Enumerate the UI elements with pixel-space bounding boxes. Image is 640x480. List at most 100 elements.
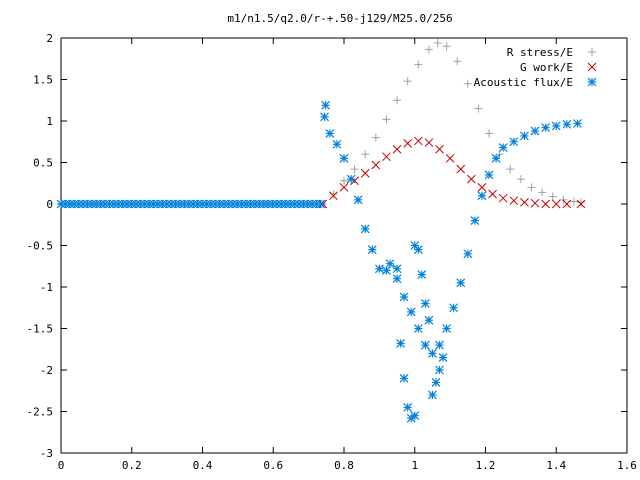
data-point: [541, 123, 551, 133]
data-point: [339, 153, 349, 163]
data-point: [466, 174, 476, 184]
data-point: [562, 199, 572, 209]
data-point: [399, 373, 409, 383]
x-tick-label: 0: [58, 459, 65, 472]
y-tick-label: -3: [40, 447, 53, 460]
data-point: [371, 160, 381, 170]
data-point: [428, 348, 437, 358]
data-point: [403, 77, 412, 86]
data-point: [488, 189, 497, 199]
baseline-point: [153, 199, 163, 209]
x-tick-label: 1: [411, 459, 418, 472]
data-point: [551, 121, 561, 131]
data-point: [420, 299, 430, 309]
data-point: [399, 292, 409, 302]
data-point: [396, 339, 406, 348]
data-point: [562, 119, 572, 129]
data-point: [424, 315, 434, 325]
y-tick-label: 0: [46, 198, 53, 211]
baseline-markers: [56, 199, 326, 209]
data-point: [435, 340, 444, 350]
baseline-point: [206, 199, 216, 209]
data-point: [435, 365, 444, 375]
x-tick-label: 0.4: [193, 459, 213, 472]
data-point: [477, 191, 487, 201]
data-point: [393, 96, 402, 105]
legend-label: G work/E: [520, 61, 573, 74]
chart-title: m1/n1.5/q2.0/r-+.50-j129/M25.0/256: [227, 12, 452, 25]
y-tick-label: 1.5: [33, 74, 53, 87]
data-point: [413, 245, 423, 255]
data-point: [321, 100, 331, 110]
data-point: [509, 196, 519, 206]
x-tick-label: 0.8: [334, 459, 354, 472]
data-point: [577, 198, 586, 207]
data-point: [509, 137, 519, 147]
legend-label: R stress/E: [507, 46, 573, 59]
baseline-point: [193, 199, 203, 209]
data-point: [576, 199, 586, 209]
x-tick-label: 1.2: [476, 459, 496, 472]
data-point: [353, 195, 363, 205]
data-point: [463, 249, 473, 259]
data-point: [339, 183, 349, 192]
data-point: [350, 165, 359, 174]
x-tick-label: 1.6: [617, 459, 637, 472]
data-point: [527, 183, 536, 192]
y-tick-label: -1.5: [27, 323, 54, 336]
data-point: [332, 139, 342, 149]
data-point: [433, 38, 442, 47]
legend-marker: [588, 48, 596, 56]
data-point: [413, 136, 423, 146]
data-point: [435, 144, 444, 154]
x-tick-label: 0.6: [263, 459, 283, 472]
x-tick-label: 0.2: [122, 459, 142, 472]
data-point: [530, 126, 540, 136]
data-point: [474, 104, 483, 113]
data-point: [506, 165, 515, 174]
data-point: [382, 115, 391, 124]
data-point: [382, 152, 391, 162]
baseline-point: [268, 199, 277, 209]
data-point: [325, 129, 335, 138]
data-point: [414, 60, 423, 69]
y-tick-label: 0.5: [33, 157, 53, 170]
baseline-point: [144, 199, 154, 209]
data-point: [361, 150, 370, 159]
data-point: [442, 324, 452, 333]
data-point: [431, 378, 441, 387]
data-point: [551, 199, 561, 209]
data-point: [456, 164, 466, 174]
plot-frame: [60, 37, 628, 454]
data-point: [406, 307, 416, 317]
data-point: [548, 192, 557, 201]
data-point: [477, 183, 487, 192]
data-point: [463, 79, 472, 88]
data-point: [453, 57, 462, 66]
data-point: [445, 153, 455, 163]
data-point: [392, 264, 402, 274]
axes: 0 0.2 0.4 0.6 0.8 1 1.2 1.4 1.6 -3 -2.5 -2 -1.5 -1 -0.…: [27, 32, 637, 472]
data-point: [541, 199, 550, 209]
data-point: [374, 264, 384, 274]
baseline-point: [162, 199, 172, 209]
y-tick-label: 2: [46, 32, 53, 45]
data-point: [498, 193, 508, 203]
data-point: [569, 197, 578, 206]
data-point: [519, 131, 529, 141]
data-point: [360, 168, 370, 178]
data-point: [403, 402, 413, 412]
data-point: [498, 143, 508, 152]
data-point: [367, 245, 377, 255]
data-point: [530, 198, 540, 208]
baseline-point: [202, 199, 211, 209]
baseline-point: [149, 199, 158, 209]
baseline-point: [307, 199, 317, 209]
baseline-point: [78, 199, 88, 209]
baseline-point: [303, 199, 313, 209]
data-point: [424, 138, 434, 147]
data-point: [320, 112, 329, 122]
baseline-point: [276, 199, 286, 209]
baseline-point: [272, 199, 282, 209]
